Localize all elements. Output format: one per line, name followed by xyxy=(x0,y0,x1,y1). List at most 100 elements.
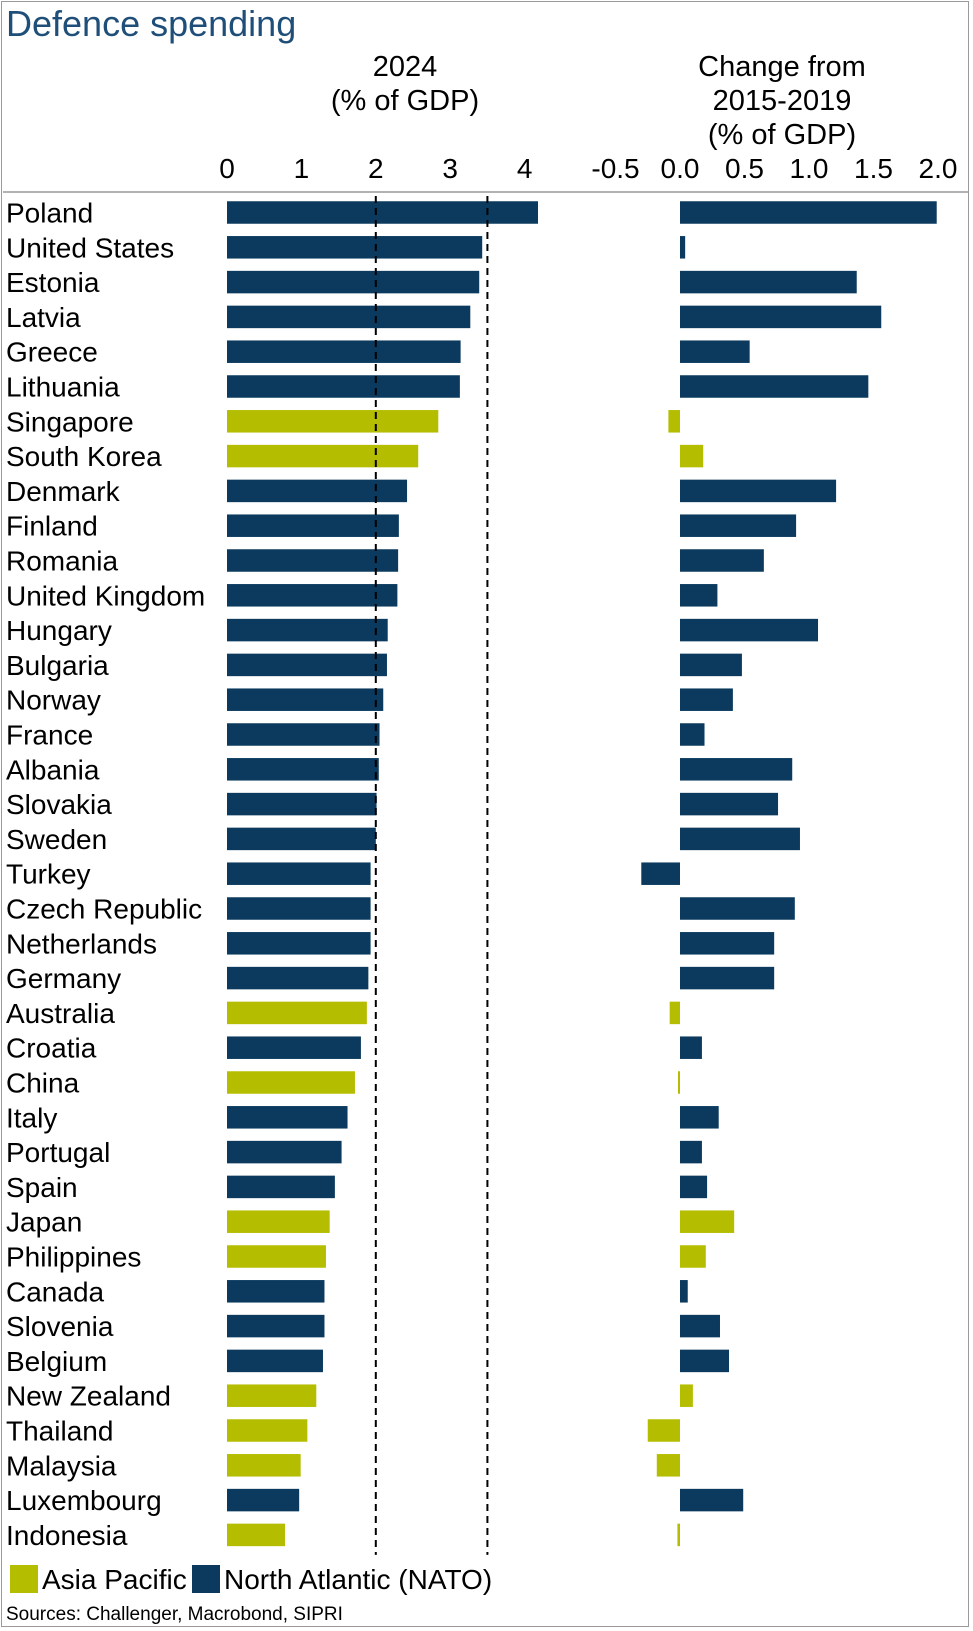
tick-label-left: 1 xyxy=(294,153,310,184)
bar-change-finland xyxy=(680,514,797,537)
bar-level-greece xyxy=(227,340,461,363)
panel-right-header: Change from 2015-2019 (% of GDP) xyxy=(698,51,866,151)
category-label-italy: Italy xyxy=(6,1102,57,1133)
tick-label-left: 0 xyxy=(219,153,235,184)
bar-level-spain xyxy=(227,1175,335,1199)
bar-level-france xyxy=(227,723,380,746)
category-label-greece: Greece xyxy=(6,337,98,368)
category-label-finland: Finland xyxy=(6,511,98,542)
source-note: Sources: Challenger, Macrobond, SIPRI xyxy=(6,1604,343,1625)
bar-change-turkey xyxy=(641,862,680,885)
category-label-new-zealand: New Zealand xyxy=(6,1381,171,1412)
bar-level-japan xyxy=(227,1210,330,1233)
category-label-thailand: Thailand xyxy=(6,1416,113,1447)
bar-change-australia xyxy=(669,1001,680,1025)
bar-level-slovakia xyxy=(227,792,377,816)
bar-level-czech-republic xyxy=(227,897,371,920)
category-label-malaysia: Malaysia xyxy=(6,1450,117,1481)
category-label-turkey: Turkey xyxy=(6,859,91,890)
panel-right-title-line-2: 2015-2019 xyxy=(713,85,852,117)
bar-level-norway xyxy=(227,688,384,711)
bar-change-portugal xyxy=(680,1140,702,1164)
bar-level-indonesia xyxy=(227,1523,286,1547)
bar-level-new-zealand xyxy=(227,1384,317,1407)
bar-level-bulgaria xyxy=(227,653,387,677)
bar-level-united-kingdom xyxy=(227,584,398,607)
bar-level-netherlands xyxy=(227,932,371,955)
bar-level-singapore xyxy=(227,410,439,433)
category-label-albania: Albania xyxy=(6,754,100,785)
bar-change-sweden xyxy=(680,827,800,851)
bar-level-denmark xyxy=(227,479,408,503)
category-label-romania: Romania xyxy=(6,546,118,577)
category-label-netherlands: Netherlands xyxy=(6,928,157,959)
bar-change-romania xyxy=(680,549,764,572)
category-label-indonesia: Indonesia xyxy=(6,1520,128,1551)
bar-level-malaysia xyxy=(227,1454,301,1477)
tick-label-left: 3 xyxy=(442,153,458,184)
bar-change-canada xyxy=(680,1280,688,1303)
bar-change-croatia xyxy=(680,1036,702,1059)
category-label-south-korea: South Korea xyxy=(6,441,162,472)
bar-change-latvia xyxy=(680,305,882,329)
bar-change-philippines xyxy=(680,1245,706,1268)
bar-change-albania xyxy=(680,758,793,781)
panel-left-ticks: 0 1 2 3 4 xyxy=(219,153,532,184)
legend-swatch-nato xyxy=(192,1565,220,1593)
bar-change-united-kingdom xyxy=(680,584,718,607)
category-label-poland: Poland xyxy=(6,198,93,229)
bar-change-estonia xyxy=(680,270,857,294)
bar-change-indonesia xyxy=(677,1523,680,1547)
panel-right-ticks: -0.5 0.0 0.5 1.0 1.5 2.0 xyxy=(591,153,957,184)
bar-level-germany xyxy=(227,966,369,990)
bar-change-slovenia xyxy=(680,1314,720,1338)
bar-change-france xyxy=(680,723,705,746)
bar-change-norway xyxy=(680,688,733,711)
category-label-bulgaria: Bulgaria xyxy=(6,650,109,681)
bar-level-finland xyxy=(227,514,399,537)
bar-level-south-korea xyxy=(227,444,419,468)
bar-level-poland xyxy=(227,201,538,224)
legend-swatch-asia-pacific xyxy=(10,1565,38,1593)
legend: Asia Pacific North Atlantic (NATO) xyxy=(10,1564,492,1595)
bar-change-italy xyxy=(680,1106,719,1129)
category-label-slovakia: Slovakia xyxy=(6,789,112,820)
bar-change-malaysia xyxy=(656,1454,680,1477)
bar-change-netherlands xyxy=(680,932,775,955)
bar-change-lithuania xyxy=(680,375,869,398)
panel-right-title-line-1: Change from xyxy=(698,51,866,83)
bar-level-latvia xyxy=(227,305,471,329)
bar-level-italy xyxy=(227,1106,348,1129)
category-label-estonia: Estonia xyxy=(6,267,100,298)
category-label-hungary: Hungary xyxy=(6,615,112,646)
tick-label-right: -0.5 xyxy=(591,153,639,184)
tick-label-left: 2 xyxy=(368,153,384,184)
bar-change-czech-republic xyxy=(680,897,795,920)
category-label-sweden: Sweden xyxy=(6,824,107,855)
bar-level-portugal xyxy=(227,1140,342,1164)
panel-left-header: 2024 (% of GDP) xyxy=(331,51,479,117)
category-label-china: China xyxy=(6,1068,80,1099)
category-label-belgium: Belgium xyxy=(6,1346,107,1377)
bar-change-denmark xyxy=(680,479,837,503)
bar-change-thailand xyxy=(647,1419,680,1442)
tick-label-right: 0.5 xyxy=(725,153,764,184)
bar-level-luxembourg xyxy=(227,1488,300,1512)
panel-right-title-line-3: (% of GDP) xyxy=(708,119,856,151)
bar-change-luxembourg xyxy=(680,1488,744,1512)
bar-change-spain xyxy=(680,1175,708,1199)
category-label-germany: Germany xyxy=(6,963,121,994)
bar-level-turkey xyxy=(227,862,371,885)
legend-label-asia-pacific: Asia Pacific xyxy=(42,1564,187,1595)
panel-left-title-line-1: 2024 xyxy=(373,51,438,83)
category-label-canada: Canada xyxy=(6,1276,105,1307)
bar-level-estonia xyxy=(227,270,480,294)
category-label-portugal: Portugal xyxy=(6,1137,110,1168)
category-label-lithuania: Lithuania xyxy=(6,372,120,403)
bar-change-greece xyxy=(680,340,750,363)
panel-right-bars xyxy=(641,201,937,1547)
category-label-singapore: Singapore xyxy=(6,406,134,437)
